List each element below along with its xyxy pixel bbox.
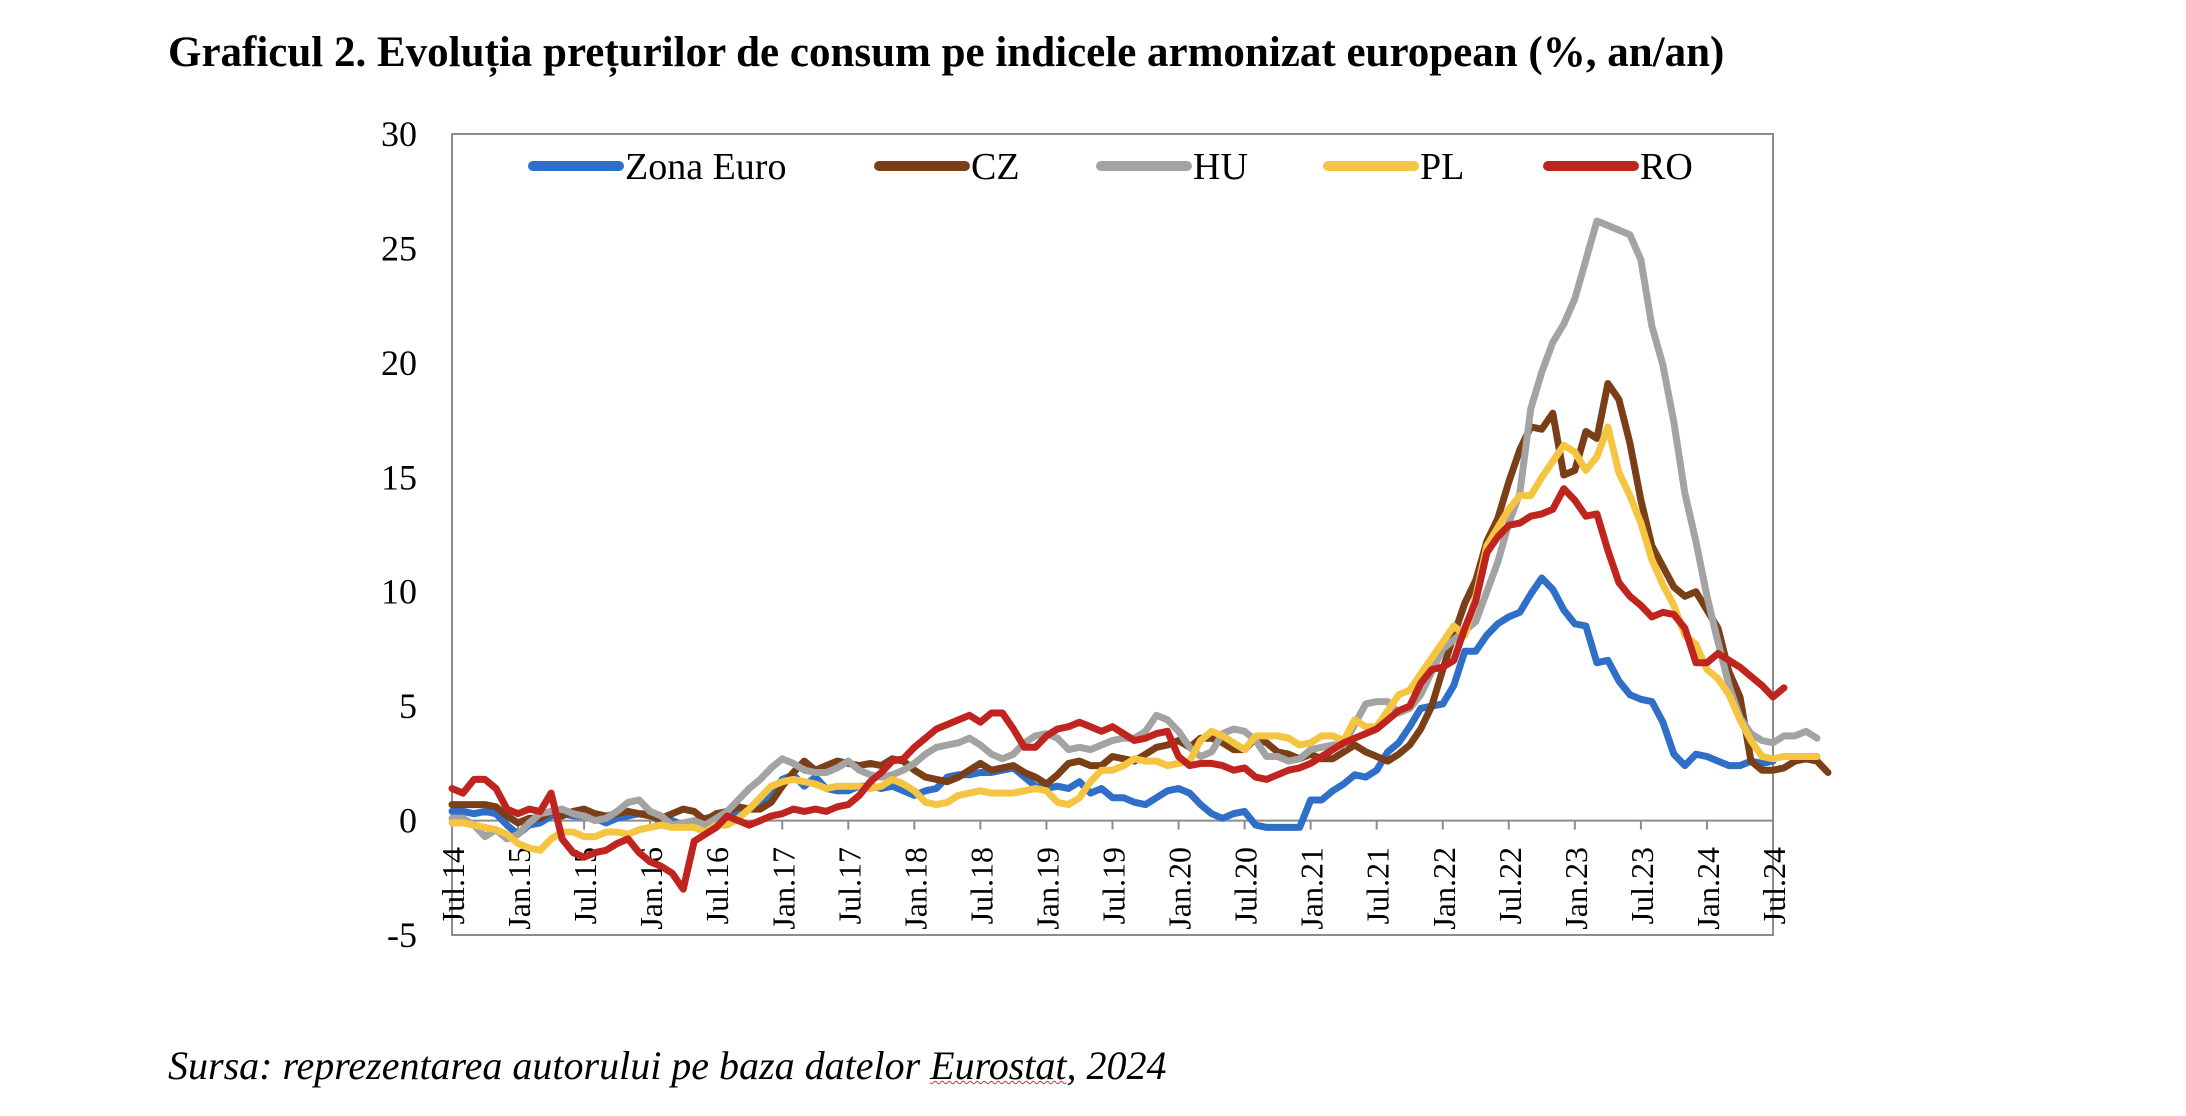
legend-label: Zona Euro (625, 146, 786, 188)
y-tick-label: 20 (381, 343, 417, 383)
series-line-zona-euro (448, 574, 1777, 838)
x-tick-label: Jul.24 (1756, 847, 1792, 924)
x-tick-label: Jan.21 (1294, 847, 1330, 930)
x-axis-ticks: Jul.14 Jan.15 Jul.15 Jan.16 Jul.16 Jan.17 Jul.… (435, 820, 1792, 930)
legend-label: HU (1193, 146, 1248, 188)
source-note: Sursa: reprezentarea autorului pe baza d… (168, 1042, 1166, 1089)
x-tick-label: Jan.24 (1690, 847, 1726, 930)
y-tick-label: 5 (399, 686, 417, 726)
x-tick-label: Jan.23 (1558, 847, 1594, 930)
series-line-ro (448, 485, 1788, 893)
source-link: Eurostat (930, 1043, 1067, 1088)
x-tick-label: Jul.20 (1228, 847, 1264, 924)
source-suffix: , 2024 (1066, 1043, 1167, 1088)
chart-title: Graficul 2. Evoluția prețurilor de consu… (168, 29, 1725, 76)
x-tick-label: Jul.23 (1624, 847, 1660, 924)
x-tick-label: Jan.22 (1426, 847, 1462, 930)
x-tick-label: Jul.14 (435, 847, 471, 924)
x-tick-label: Jul.19 (1096, 847, 1132, 924)
y-tick-label: -5 (387, 915, 417, 955)
x-tick-label: Jul.18 (963, 847, 999, 924)
series-line-hu (448, 217, 1821, 843)
series-line-pl (448, 423, 1821, 854)
x-tick-label: Jan.19 (1029, 847, 1065, 930)
y-tick-label: 25 (381, 228, 417, 268)
x-tick-label: Jul.21 (1360, 847, 1396, 924)
legend-label: RO (1640, 146, 1693, 188)
x-tick-label: Jan.18 (897, 847, 933, 930)
plot-area-border (451, 133, 1774, 936)
y-tick-label: 15 (381, 457, 417, 497)
y-tick-label: 10 (381, 572, 417, 612)
x-tick-label: Jan.17 (765, 847, 801, 930)
y-tick-label: 0 (399, 801, 417, 841)
legend-label: CZ (971, 146, 1020, 188)
legend-label: PL (1420, 146, 1464, 188)
series-lines (448, 217, 1832, 893)
x-tick-label: Jul.17 (831, 847, 867, 924)
x-tick-label: Jan.15 (501, 847, 537, 930)
y-tick-label: 30 (381, 114, 417, 154)
y-axis-ticks: -5 0 5 10 15 20 25 30 (381, 114, 417, 955)
legend: Zona Euro CZ HU PL RO (528, 146, 1693, 188)
x-tick-label: Jul.22 (1492, 847, 1528, 924)
x-tick-label: Jan.20 (1162, 847, 1198, 930)
x-tick-label: Jul.16 (699, 847, 735, 924)
source-prefix: Sursa: reprezentarea autorului pe baza d… (168, 1043, 931, 1088)
plot-frame (451, 133, 1774, 936)
